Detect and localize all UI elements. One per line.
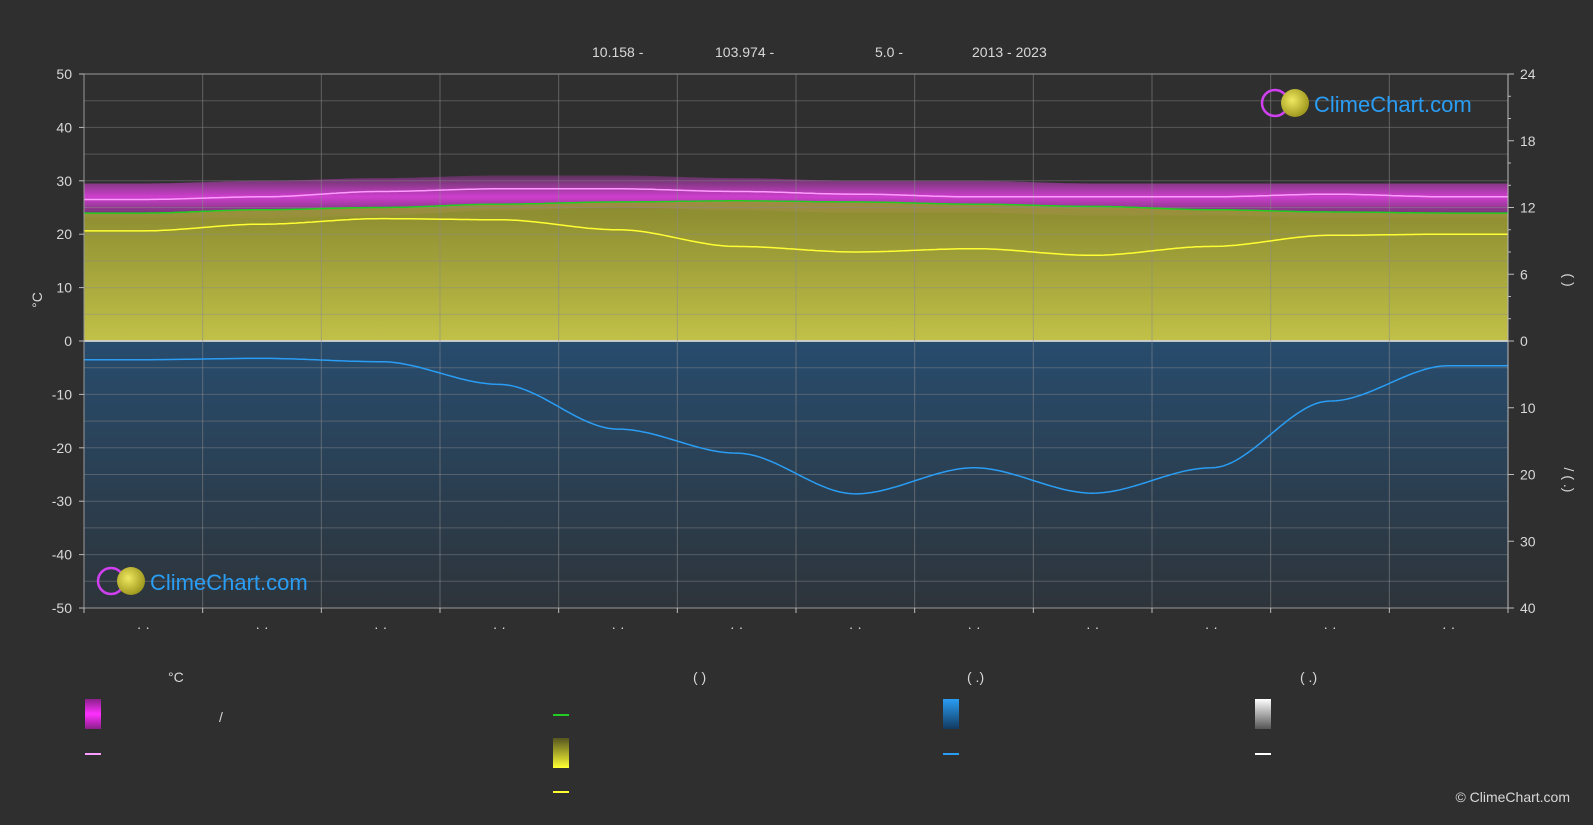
left-tick-label: -10: [52, 386, 72, 402]
legend-temperature-title: °C: [168, 669, 184, 685]
legend-rain-swatch: [943, 699, 959, 729]
series-temp-mean-line: [84, 188, 1508, 201]
x-tick-label: · ·: [730, 619, 743, 635]
chart-header: 10.158 - 103.974 - 5.0 - 2013 - 2023: [592, 44, 1047, 60]
right-tick-label: 24: [1520, 66, 1536, 82]
elevation-label: 5.0 -: [875, 44, 903, 60]
latitude-label: 10.158 -: [592, 44, 644, 60]
left-tick-label: 10: [56, 280, 72, 296]
x-tick-label: · ·: [849, 619, 862, 635]
left-axis-unit: °C: [29, 292, 45, 308]
brand-logo-bottom: ClimeChart.com: [96, 566, 308, 596]
data-lines: [84, 188, 1508, 495]
legend: °C / ( ) ( .) ( .): [85, 669, 1317, 793]
x-tick-label: · ·: [967, 619, 980, 635]
right-tick-label: 10: [1520, 400, 1536, 416]
grid-lines: [84, 73, 1508, 609]
years-label: 2013 - 2023: [972, 44, 1047, 60]
left-tick-label: 30: [56, 173, 72, 189]
series-daylight-line: [84, 200, 1508, 214]
legend-sun-title: ( ): [693, 669, 706, 685]
right-bottom-axis-label: / ( .): [1561, 468, 1577, 493]
left-tick-label: -30: [52, 493, 72, 509]
legend-sunshine-swatch: [553, 738, 569, 768]
right-tick-label: 40: [1520, 600, 1536, 616]
right-tick-label: 30: [1520, 533, 1536, 549]
left-tick-label: 0: [64, 333, 72, 349]
legend-snow-title: ( .): [1300, 669, 1317, 685]
left-tick-label: 20: [56, 226, 72, 242]
x-axis: · · · · · · · · · · · · · · · · · · · · · · · ·: [83, 608, 1509, 635]
x-tick-label: · ·: [493, 619, 506, 635]
right-axis: 24 18 12 6 0 10 20 30 40: [1507, 66, 1536, 616]
right-tick-label: 0: [1520, 333, 1528, 349]
x-tick-label: · ·: [1323, 619, 1336, 635]
legend-rain-title: ( .): [967, 669, 984, 685]
x-tick-label: · ·: [1205, 619, 1218, 635]
logo-sun-icon: [1281, 89, 1309, 117]
copyright: © ClimeChart.com: [1455, 789, 1570, 805]
brand-logo-top: ClimeChart.com: [1260, 88, 1472, 118]
left-axis: 50 40 30 20 10 0 -10 -20 -30 -40 -50: [52, 66, 84, 616]
left-tick-label: 40: [56, 119, 72, 135]
right-tick-label: 20: [1520, 467, 1536, 483]
logo-sun-icon: [117, 567, 145, 595]
brand-name: ClimeChart.com: [1314, 92, 1472, 117]
x-tick-label: · ·: [255, 619, 268, 635]
plot-area: [83, 73, 1509, 609]
x-tick-label: · ·: [1086, 619, 1099, 635]
right-top-axis-label: ( ): [1561, 273, 1577, 286]
x-tick-label: · ·: [611, 619, 624, 635]
left-tick-label: -50: [52, 600, 72, 616]
right-tick-label: 12: [1520, 200, 1536, 216]
x-tick-label: · ·: [1442, 619, 1455, 635]
series-sunshine-line: [84, 217, 1508, 257]
longitude-label: 103.974 -: [715, 44, 774, 60]
right-tick-label: 6: [1520, 266, 1528, 282]
right-tick-label: 18: [1520, 133, 1536, 149]
left-tick-label: -40: [52, 547, 72, 563]
x-tick-label: · ·: [137, 619, 150, 635]
left-tick-label: 50: [56, 66, 72, 82]
legend-snow-swatch: [1255, 699, 1271, 729]
legend-temp-range-swatch: [85, 699, 101, 729]
brand-name: ClimeChart.com: [150, 570, 308, 595]
series-precipitation-line: [84, 357, 1508, 495]
x-tick-label: · ·: [374, 619, 387, 635]
left-tick-label: -20: [52, 440, 72, 456]
legend-temp-slash: /: [219, 709, 223, 725]
